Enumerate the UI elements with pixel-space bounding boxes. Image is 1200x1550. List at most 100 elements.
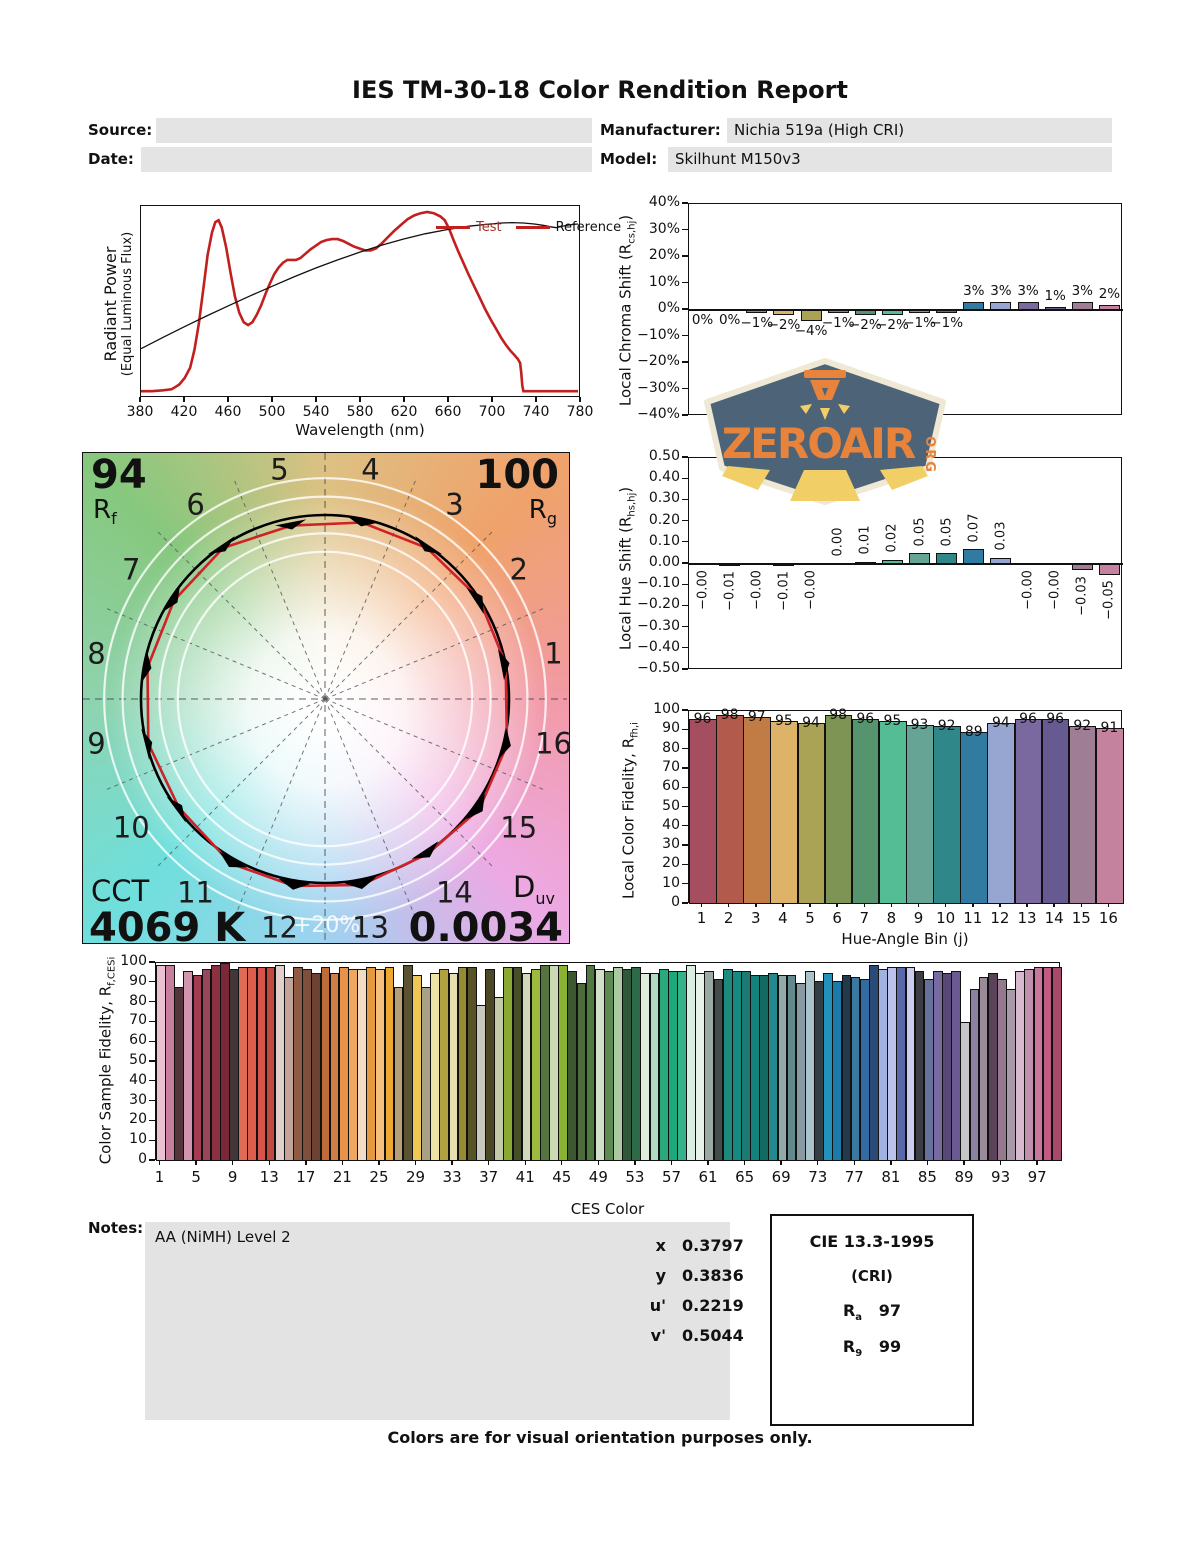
cvg-bin-number-6: 6 [186,487,205,522]
y-tick-label: 10 [662,874,680,891]
x-tick-label: 1 [154,1168,165,1186]
bin-1-value-label: 96 [693,710,712,727]
x-tick-label: 61 [698,1168,718,1186]
bin-14-value-label: 1% [1044,288,1066,305]
x-tick-label: 460 [214,404,242,420]
bin-1-value-label: 0% [691,312,714,328]
y-tick-mark [682,844,688,846]
bin-7-bar [851,718,880,904]
legend-test: Test [436,220,502,235]
bin-6-value-label: −1% [821,314,855,331]
hue-bin-arrow [219,851,248,868]
bin-2-bar [716,714,744,904]
bin-14-bar [1044,307,1066,310]
bin-13-value-label: 3% [1017,283,1039,300]
bin-3-value-label: −0.00 [749,570,765,611]
y-tick-label: 30% [648,220,680,237]
spd-chart: Radiant Power (Equal Luminous Flux) Test… [85,195,621,450]
bin-9-value-label: 0.05 [912,517,928,547]
hue-bin-arrow [141,728,153,760]
y-tick-label: 40 [662,816,680,833]
bin-12-bar [990,557,1012,564]
spd-ylabel: Radiant Power (Equal Luminous Flux) [101,231,135,377]
reference-ring [176,550,474,848]
reference-curve [141,221,578,350]
y-tick-label: 20 [662,855,680,872]
bin-13-value-label: −0.00 [1020,570,1036,611]
bin-8-bar [881,559,903,564]
x-tick-label: 380 [126,404,154,420]
y-tick-mark [682,863,688,866]
y-tick-label: 0.50 [648,448,680,464]
bin-12-bar [987,722,1015,904]
manufacturer-field[interactable]: Nichia 519a (High CRI) [727,118,1112,143]
bin-9-value-label: −1% [903,314,936,331]
bin-9-bar [909,310,931,313]
bin-10-value-label: −1% [930,314,964,331]
x-tick-label: 500 [258,404,286,420]
x-tick-label: 15 [1071,909,1091,927]
bin-13-bar [1017,302,1039,310]
bin-13-bar [1014,718,1043,904]
notes-field[interactable]: AA (NiMH) Level 2 [145,1222,730,1420]
hue-bin-arrow [346,516,379,527]
x-tick-label: 97 [1027,1168,1047,1186]
bin-14-value-label: −0.00 [1047,570,1063,611]
chroma-shift-chart: Local Chroma Shift (Rcs,hj) 0% 0% −1% −2% −4… [600,190,1185,430]
bin-10-bar [936,310,958,313]
y-tick-label: 20% [648,247,680,263]
bin-11-value-label: 0.07 [966,513,982,543]
x-tick-mark [359,397,361,402]
bin-3-bar [743,716,771,904]
x-tick-label: 1 [696,909,707,927]
fidelity-xlabel: Hue-Angle Bin (j) [841,930,969,948]
y-tick-label: 0% [657,300,680,316]
spd-legend: Test Reference [436,220,621,235]
date-field[interactable] [141,147,592,172]
bin-4-bar [770,720,798,904]
y-tick-label: 90 [129,972,147,989]
bin-15-value-label: −0.03 [1074,575,1090,616]
y-tick-mark [682,519,688,522]
light-beams [722,466,928,501]
badge-shape [704,358,946,505]
bin-12-value-label: 94 [992,714,1010,731]
cvg-bin-number-11: 11 [177,875,214,910]
bin-16-value-label: 91 [1100,720,1119,737]
x-tick-label: 45 [552,1168,572,1186]
cvg-bin-number-2: 2 [509,552,528,587]
bin-12-bar [990,302,1012,310]
bin-5-bar [797,722,826,904]
y-tick-label: −0.10 [637,575,680,592]
ces-plot-area [155,962,1062,1161]
spd-plot-area: Test Reference [140,205,621,397]
y-tick-mark [682,361,688,363]
y-tick-mark [682,255,688,257]
y-tick-label: 0 [138,1151,147,1167]
y-tick-label: −0.30 [637,617,680,634]
x-tick-label: 57 [661,1168,682,1186]
cct-label: CCT [91,874,150,908]
y-tick-mark [682,625,688,628]
x-tick-label: 3 [751,909,761,927]
y-tick-label: −0.50 [637,660,680,676]
x-tick-label: 25 [369,1168,389,1186]
model-field[interactable]: Skilhunt M150v3 [668,147,1112,172]
bin-8-value-label: 95 [883,712,902,729]
y-tick-mark [682,786,688,788]
x-tick-label: 580 [346,404,374,420]
test-line-swatch [436,226,470,229]
x-tick-label: 740 [522,404,550,420]
hue-bin-arrow [466,587,484,614]
y-tick-mark [682,583,688,585]
test-curve [141,210,578,393]
bin-11-bar [963,302,985,310]
bin-7-value-label: 0.01 [857,525,873,555]
y-tick-mark [149,1099,155,1102]
bin-9-bar [909,553,931,564]
bin-9-value-label: 93 [910,716,929,733]
hue-bin-arrow [275,519,307,530]
source-field[interactable] [156,118,592,143]
y-tick-mark [149,1060,155,1062]
bin-15-value-label: 92 [1073,718,1092,735]
